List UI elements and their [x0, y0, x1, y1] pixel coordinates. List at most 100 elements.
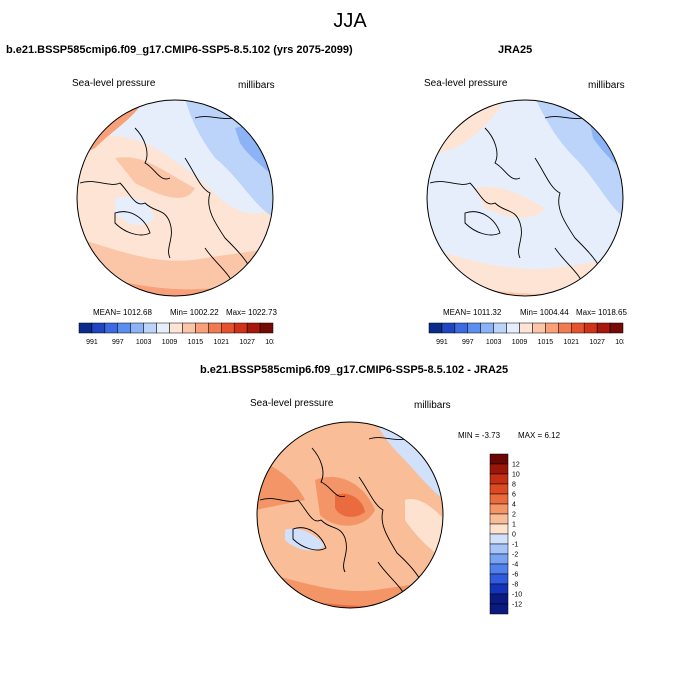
colorbar-tick-label: 6: [512, 492, 516, 499]
colorbar-tick-label: 1021: [213, 339, 229, 346]
colorbar-swatch: [489, 503, 509, 515]
colorbar-swatch: [78, 322, 93, 334]
colorbar-tick-label: 997: [112, 339, 124, 346]
colorbar-tick-label: -2: [512, 552, 518, 559]
colorbar-tick-label: -6: [512, 572, 518, 579]
panel-2-mean: MEAN= 1011.32: [443, 308, 502, 317]
colorbar-swatch: [428, 322, 443, 334]
colorbar-tick-label: 1033: [615, 339, 624, 346]
colorbar-tick-label: 2: [512, 512, 516, 519]
colorbar-swatch: [489, 483, 509, 495]
colorbar-swatch: [489, 593, 509, 605]
panel-1-variable-label: Sea-level pressure: [72, 78, 156, 89]
panel-2-polar-map: [426, 99, 624, 297]
panel-2-min: Min= 1004.44: [520, 308, 569, 317]
panel-3-polar-map: [256, 421, 444, 609]
figure-title: JJA: [333, 10, 367, 32]
colorbar-swatch: [519, 322, 533, 334]
colorbar-swatch: [91, 322, 106, 334]
map-1-low-region: [115, 196, 155, 225]
map-2-high-region: [475, 187, 545, 218]
colorbar-swatch: [558, 322, 572, 334]
map-1-boundary: [76, 99, 274, 297]
colorbar-swatch: [489, 603, 509, 615]
colorbar-swatch: [506, 322, 520, 334]
panel-2-units-label: millibars: [588, 80, 625, 91]
map-3-high-region: [405, 499, 443, 560]
colorbar-swatch: [195, 322, 209, 334]
colorbar-tick-label: 1021: [563, 339, 579, 346]
colorbar-swatch: [545, 322, 559, 334]
colorbar-swatch: [246, 322, 261, 334]
panel-2-max: Max= 1018.65: [576, 308, 627, 317]
colorbar-tick-label: -4: [512, 562, 518, 569]
colorbar-swatch: [259, 322, 274, 334]
colorbar-tick-label: 1015: [188, 339, 204, 346]
colorbar-swatch: [489, 463, 509, 475]
colorbar-swatch: [532, 322, 546, 334]
panel-3-max: MAX = 6.12: [518, 431, 561, 440]
colorbar-tick-label: 1015: [538, 339, 554, 346]
panel-2-variable-label: Sea-level pressure: [424, 78, 508, 89]
colorbar-tick-label: -8: [512, 582, 518, 589]
colorbar-swatch: [596, 322, 611, 334]
colorbar-swatch: [143, 322, 157, 334]
panel-1-title: b.e21.BSSP585cmip6.f09_g17.CMIP6-SSP5-8.…: [6, 44, 353, 56]
colorbar-swatch: [489, 513, 509, 525]
colorbar-tick-label: 1027: [239, 339, 255, 346]
colorbar-tick-label: 1033: [265, 339, 274, 346]
panel-3-variable-label: Sea-level pressure: [250, 398, 334, 409]
panel-3-units-label: millibars: [414, 400, 451, 411]
map-1-high-region: [115, 157, 195, 198]
colorbar-swatch: [489, 563, 509, 575]
panel-1-mean: MEAN= 1012.68: [93, 308, 152, 317]
panel-3-title: b.e21.BSSP585cmip6.f09_g17.CMIP6-SSP5-8.…: [200, 364, 509, 376]
colorbar-tick-label: 991: [86, 339, 98, 346]
map-3-high-region: [335, 493, 365, 517]
colorbar-tick-label: 0: [512, 532, 516, 539]
colorbar-tick-label: -12: [512, 602, 522, 609]
panel-2-colorbar: 991 997 1003 1009 1015 1021 1027 1033: [428, 322, 624, 346]
panel-1-units-label: millibars: [238, 80, 275, 91]
colorbar-swatch: [489, 523, 509, 535]
colorbar-swatch: [493, 322, 507, 334]
colorbar-swatch: [467, 322, 481, 334]
panel-3-min: MIN = -3.73: [458, 431, 501, 440]
colorbar-swatch: [489, 493, 509, 505]
colorbar-tick-label: 8: [512, 482, 516, 489]
colorbar-swatch: [169, 322, 183, 334]
colorbar-tick-label: 991: [436, 339, 448, 346]
colorbar-swatch: [454, 322, 469, 334]
panel-1-colorbar: 991 997 1003 1009 1015 1021 1027 1033: [78, 322, 274, 346]
colorbar-swatch: [480, 322, 494, 334]
colorbar-swatch: [609, 322, 624, 334]
colorbar-tick-label: 1027: [589, 339, 605, 346]
map-3-low-region: [285, 528, 325, 551]
panel-1-min: Min= 1002.22: [170, 308, 219, 317]
colorbar-swatch: [489, 553, 509, 565]
colorbar-tick-label: 1009: [162, 339, 178, 346]
colorbar-swatch: [117, 322, 131, 334]
colorbar-swatch: [489, 533, 509, 545]
colorbar-tick-label: 1009: [512, 339, 528, 346]
panel-1-polar-map: [76, 99, 274, 297]
colorbar-tick-label: 1003: [136, 339, 152, 346]
colorbar-tick-label: 1: [512, 522, 516, 529]
colorbar-swatch: [104, 322, 119, 334]
colorbar-swatch: [182, 322, 196, 334]
colorbar-tick-label: 997: [462, 339, 474, 346]
colorbar-swatch: [221, 322, 235, 334]
colorbar-swatch: [233, 322, 248, 334]
colorbar-swatch: [441, 322, 456, 334]
map-2-high-region: [427, 100, 465, 126]
colorbar-swatch: [156, 322, 170, 334]
colorbar-swatch: [489, 573, 509, 585]
colorbar-swatch: [489, 453, 509, 465]
colorbar-tick-label: 4: [512, 502, 516, 509]
map-3-boundary: [256, 421, 444, 609]
colorbar-swatch: [489, 543, 509, 555]
colorbar-swatch: [571, 322, 585, 334]
colorbar-tick-label: -1: [512, 542, 518, 549]
colorbar-swatch: [489, 583, 509, 595]
